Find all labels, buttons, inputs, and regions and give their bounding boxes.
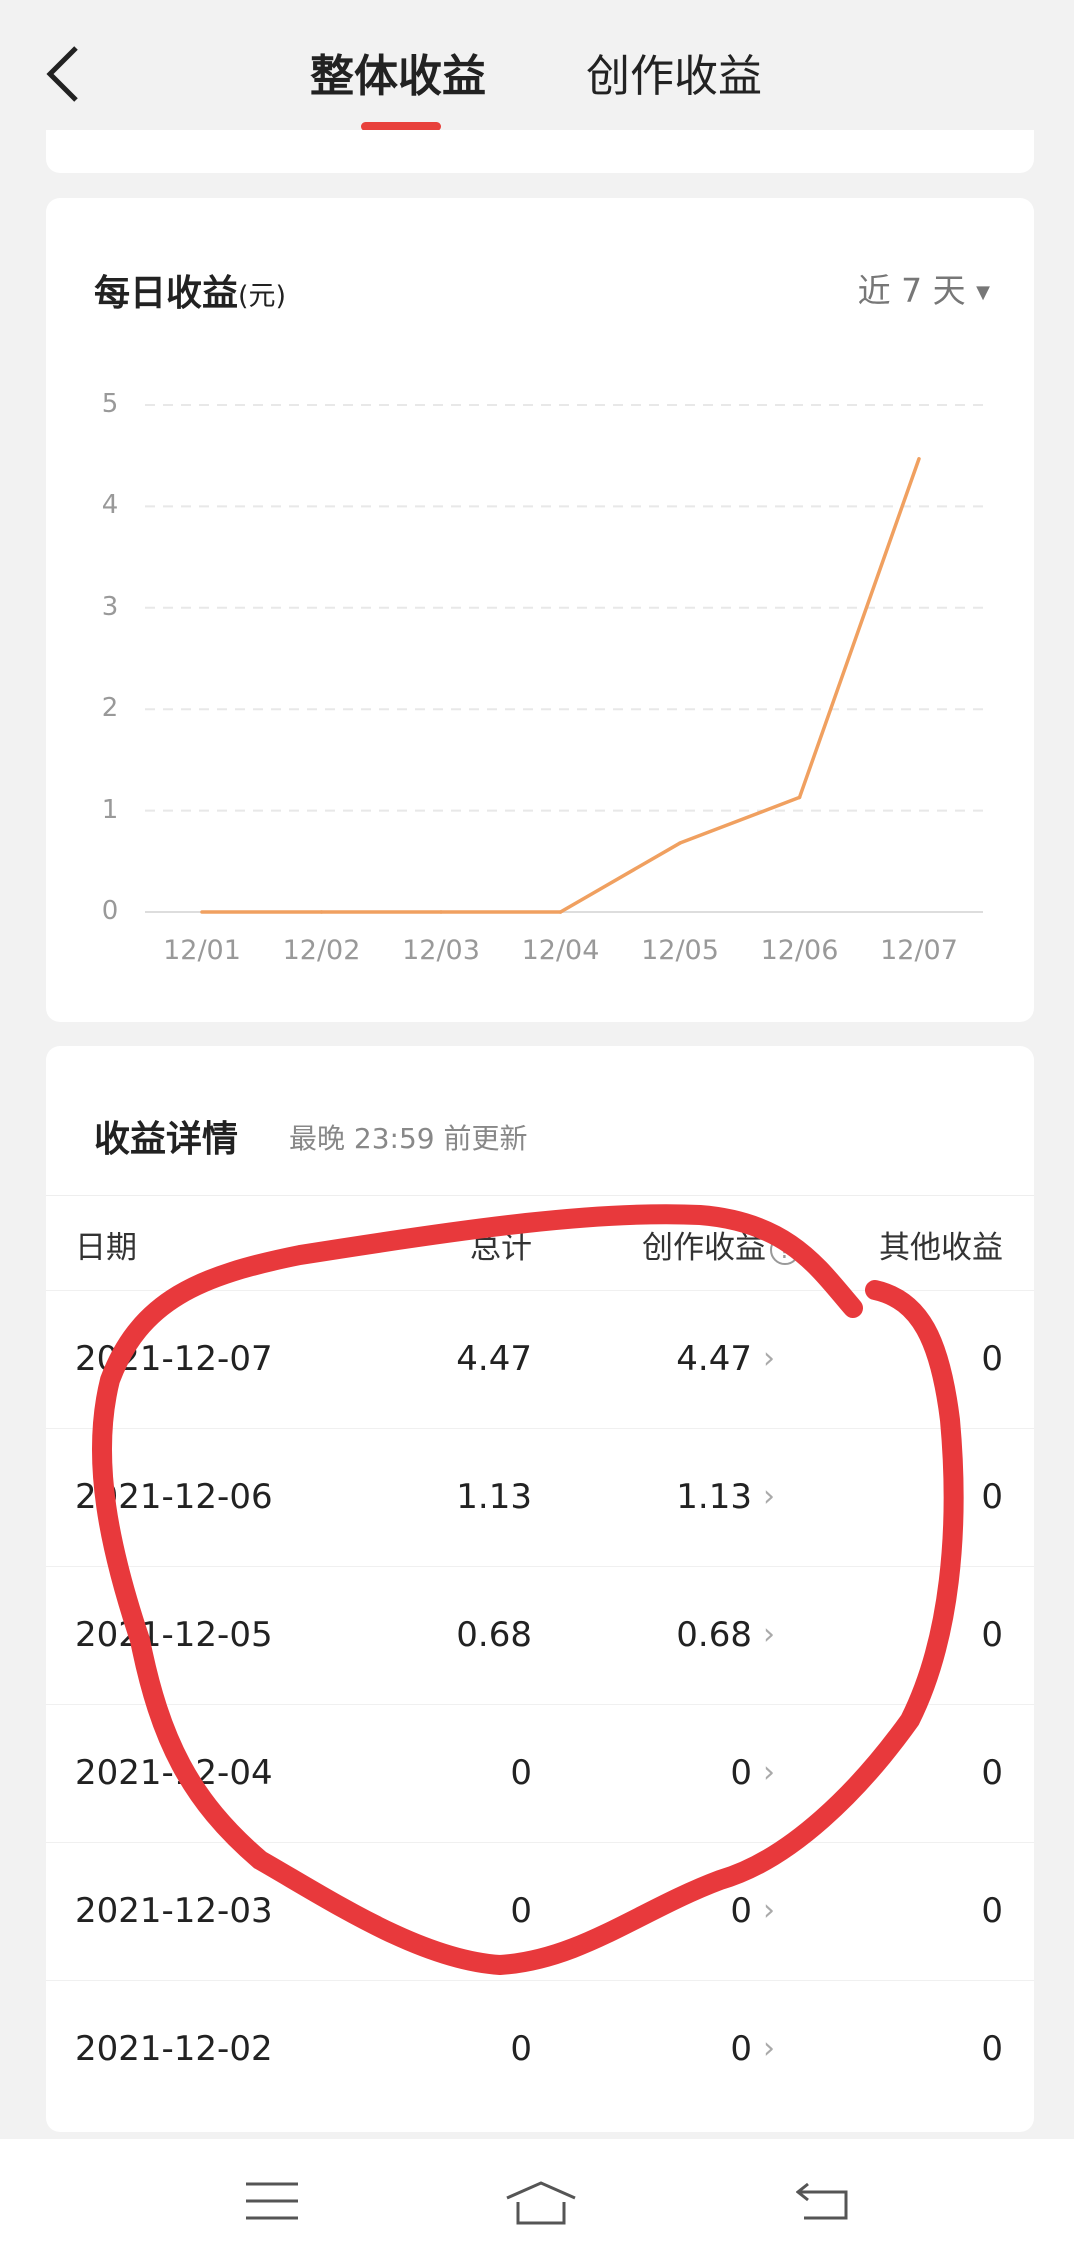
chevron-right-icon[interactable]: › — [763, 1341, 775, 1376]
bottom-nav — [0, 2139, 1074, 2266]
y-tick-label: 1 — [101, 794, 119, 825]
table-row[interactable]: 2021-12-07 4.47 4.47 › 0 — [46, 1290, 1034, 1428]
range-label: 近 7 天 — [857, 271, 966, 310]
x-tick-label: 12/03 — [402, 935, 480, 966]
row-other: 0 — [981, 1477, 1003, 1517]
triangle-down-icon: ▼ — [976, 282, 990, 303]
row-total: 0 — [510, 1891, 532, 1931]
back-button[interactable] — [44, 44, 84, 104]
x-tick-label: 12/07 — [880, 935, 958, 966]
menu-icon[interactable] — [246, 2180, 298, 2222]
chevron-right-icon[interactable]: › — [763, 1755, 775, 1790]
x-tick-label: 12/04 — [521, 935, 600, 966]
row-date: 2021-12-07 — [75, 1339, 273, 1379]
y-tick-label: 2 — [101, 693, 119, 724]
row-other: 0 — [981, 1615, 1003, 1655]
row-total: 0 — [510, 2029, 532, 2069]
y-tick-label: 5 — [101, 389, 119, 419]
row-other: 0 — [981, 2029, 1003, 2069]
tab-overall[interactable]: 整体收益 — [310, 51, 486, 102]
table-row[interactable]: 2021-12-04 0 0 › 0 — [46, 1704, 1034, 1842]
line-segment — [797, 456, 921, 800]
chevron-right-icon[interactable]: › — [763, 1617, 775, 1652]
back-icon[interactable] — [796, 2180, 850, 2222]
col-creation-label: 创作收益 — [642, 1230, 766, 1266]
question-circle-icon[interactable]: ? — [770, 1235, 800, 1265]
table-row[interactable]: 2021-12-06 1.13 1.13 › 0 — [46, 1428, 1034, 1566]
tab-creation[interactable]: 创作收益 — [586, 51, 762, 102]
row-creation: 1.13 — [676, 1477, 752, 1517]
y-tick-label: 3 — [101, 591, 119, 622]
chevron-right-icon[interactable]: › — [763, 1893, 775, 1928]
row-creation: 0 — [730, 2029, 752, 2069]
col-other: 其他收益 — [879, 1230, 1003, 1266]
x-tick-label: 12/06 — [760, 935, 839, 966]
row-other: 0 — [981, 1891, 1003, 1931]
range-dropdown[interactable]: 近 7 天 ▼ — [858, 264, 990, 312]
active-tab-indicator — [361, 122, 441, 131]
col-date: 日期 — [75, 1230, 137, 1266]
y-tick-label: 4 — [101, 490, 119, 521]
x-tick-label: 12/05 — [641, 935, 719, 966]
home-icon[interactable] — [504, 2180, 578, 2226]
row-total: 1.13 — [456, 1477, 532, 1517]
row-date: 2021-12-04 — [75, 1753, 273, 1793]
row-creation: 0 — [730, 1891, 752, 1931]
row-creation: 4.47 — [676, 1339, 752, 1379]
line-chart — [145, 404, 983, 914]
col-total: 总计 — [470, 1230, 532, 1266]
chevron-right-icon[interactable]: › — [763, 1479, 775, 1514]
chevron-right-icon[interactable]: › — [763, 2031, 775, 2066]
x-tick-label: 12/01 — [163, 935, 241, 966]
row-total: 0.68 — [456, 1615, 532, 1655]
y-tick-label: 0 — [101, 896, 119, 926]
row-date: 2021-12-02 — [75, 2029, 273, 2069]
row-total: 0 — [510, 1753, 532, 1793]
col-creation: 创作收益? — [642, 1222, 800, 1267]
table-row[interactable]: 2021-12-03 0 0 › 0 — [46, 1842, 1034, 1980]
row-date: 2021-12-05 — [75, 1615, 273, 1655]
line-segment — [678, 795, 802, 845]
summary-card — [46, 130, 1034, 173]
row-total: 4.47 — [456, 1339, 532, 1379]
row-date: 2021-12-06 — [75, 1477, 273, 1517]
row-other: 0 — [981, 1339, 1003, 1379]
details-title: 收益详情 — [94, 1119, 239, 1160]
table-row[interactable]: 2021-12-05 0.68 0.68 › 0 — [46, 1566, 1034, 1704]
row-creation: 0 — [730, 1753, 752, 1793]
x-tick-label: 12/02 — [282, 935, 361, 966]
chevron-left-icon — [46, 46, 78, 102]
chart-unit: (元) — [238, 281, 287, 312]
row-creation: 0.68 — [676, 1615, 752, 1655]
divider — [46, 1195, 1034, 1196]
details-subtitle: 最晚 23:59 前更新 — [289, 1122, 528, 1155]
chart-title-text: 每日收益 — [94, 273, 239, 314]
line-segment — [558, 841, 682, 914]
row-other: 0 — [981, 1753, 1003, 1793]
table-row[interactable]: 2021-12-02 0 0 › 0 — [46, 1980, 1034, 2118]
row-date: 2021-12-03 — [75, 1891, 273, 1931]
chart-title: 每日收益(元) — [94, 264, 286, 316]
daily-earnings-card — [46, 198, 1034, 1022]
